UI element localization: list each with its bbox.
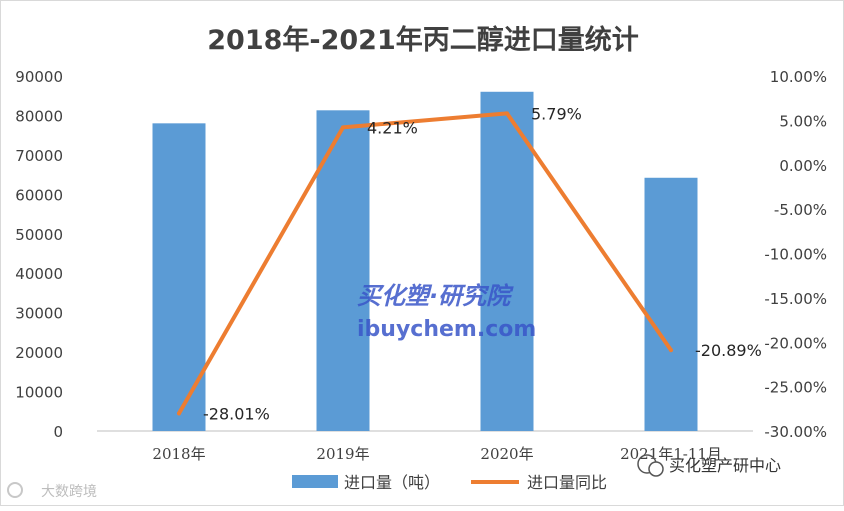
corner-right-text: 买化塑产研中心: [669, 456, 781, 475]
y-right-tick-label: 5.00%: [779, 112, 827, 130]
y-right-tick-label: -5.00%: [774, 201, 827, 219]
x-tick-label: 2021年1-11月: [620, 445, 722, 463]
right-axis: -30.00% -25.00% -20.00% -15.00% -10.00% -5.00…: [764, 68, 827, 441]
y-right-tick-label: 10.00%: [770, 68, 827, 86]
chart-title: 2018年-2021年丙二醇进口量统计: [207, 24, 639, 56]
legend: 进口量（吨） 进口量同比: [292, 473, 607, 492]
y-right-tick-label: 0.00%: [779, 157, 827, 175]
watermark: 买化塑·研究院 ibuychem.com: [357, 282, 536, 342]
data-label: -28.01%: [203, 404, 270, 423]
data-label: 5.79%: [531, 104, 582, 123]
watermark-cn: 买化塑·研究院: [357, 282, 514, 310]
x-axis: 2018年 2019年 2020年 2021年1-11月: [152, 445, 722, 463]
line-point: [505, 111, 509, 116]
camera-icon: [7, 482, 23, 498]
watermark-en: ibuychem.com: [357, 317, 536, 342]
corner-logo-right: 买化塑产研中心: [637, 454, 781, 477]
bar: [316, 110, 370, 432]
x-tick-label: 2019年: [316, 445, 369, 463]
y-left-tick-label: 90000: [15, 68, 63, 86]
y-left-tick-label: 20000: [15, 344, 63, 362]
legend-swatch-bar: [292, 475, 338, 488]
bar: [480, 91, 534, 432]
line-point: [669, 348, 673, 353]
y-left-tick-label: 40000: [15, 265, 63, 283]
data-label: 4.21%: [367, 118, 418, 137]
bar: [644, 177, 698, 431]
y-right-tick-label: -10.00%: [764, 246, 827, 264]
y-left-tick-label: 0: [53, 423, 63, 441]
y-left-tick-label: 70000: [15, 147, 63, 165]
line-point: [341, 125, 345, 130]
line-point: [177, 411, 181, 416]
left-axis: 0 10000 20000 30000 40000 50000 60000 70000 8000…: [15, 68, 63, 441]
y-left-tick-label: 60000: [15, 186, 63, 204]
x-tick-label: 2018年: [152, 445, 205, 463]
corner-logo-left: 大数跨境: [7, 482, 97, 500]
data-label: -20.89%: [695, 341, 762, 360]
line-series: -28.01% 4.21% 5.79% -20.89%: [177, 104, 762, 423]
y-right-tick-label: -30.00%: [764, 423, 827, 441]
bar-series: [152, 91, 698, 432]
y-left-tick-label: 50000: [15, 226, 63, 244]
y-left-tick-label: 10000: [15, 384, 63, 402]
y-left-tick-label: 80000: [15, 107, 63, 125]
y-right-tick-label: -15.00%: [764, 290, 827, 308]
y-right-tick-label: -20.00%: [764, 334, 827, 352]
legend-label-line: 进口量同比: [527, 473, 607, 492]
corner-left-text: 大数跨境: [41, 484, 97, 500]
series-line: [177, 111, 673, 416]
y-left-tick-label: 30000: [15, 305, 63, 323]
legend-label-bar: 进口量（吨）: [344, 473, 440, 492]
y-right-tick-label: -25.00%: [764, 379, 827, 397]
x-tick-label: 2020年: [480, 445, 533, 463]
